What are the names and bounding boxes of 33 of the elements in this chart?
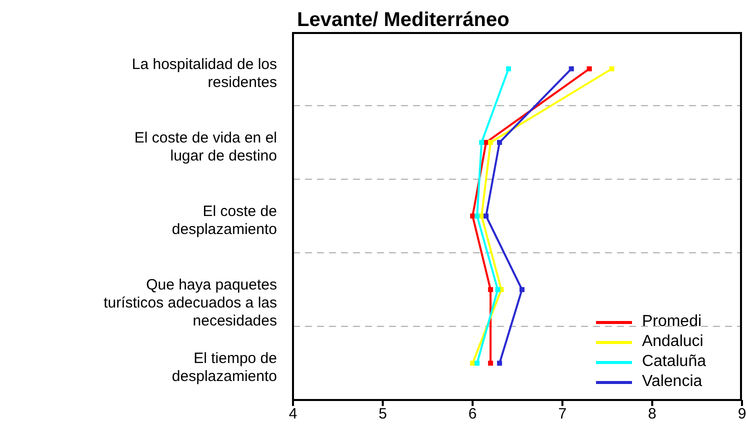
x-tick-label: 5 (378, 406, 387, 423)
point (474, 360, 480, 366)
legend-label: Cataluña (642, 352, 706, 372)
legend-label: Promedi (642, 312, 702, 332)
y-tick-label: La hospitalidad de los residentes (132, 56, 277, 91)
point (479, 140, 484, 145)
legend-label: Valencia (642, 372, 702, 392)
point (586, 66, 592, 72)
point (497, 140, 502, 145)
x-tick-label: 6 (468, 406, 477, 423)
point (495, 287, 500, 292)
y-tick-label: El coste de vida en el lugar de destino (134, 129, 277, 164)
y-tick-label: El tiempo de desplazamiento (172, 350, 277, 386)
point (470, 360, 476, 366)
point (470, 214, 476, 218)
x-tick-label: 7 (558, 406, 567, 423)
point (609, 66, 614, 72)
y-tick-label: El coste de desplazamiento (172, 203, 277, 238)
x-tick-label: 8 (648, 406, 656, 423)
point (474, 214, 480, 218)
legend-label: Andaluci (642, 332, 704, 352)
x-tick-label: 9 (738, 406, 746, 423)
chart-title: Levante/ Mediterráneo (296, 8, 510, 32)
x-tick-label: 4 (288, 406, 298, 423)
point (568, 66, 574, 72)
point (506, 66, 512, 72)
point (488, 360, 494, 366)
y-tick-label: Que haya paquetes turísticos adecuados a las necesidades (104, 276, 277, 330)
point (519, 287, 524, 292)
point (488, 287, 494, 292)
point (488, 140, 494, 145)
point (484, 214, 489, 218)
point (497, 360, 502, 366)
